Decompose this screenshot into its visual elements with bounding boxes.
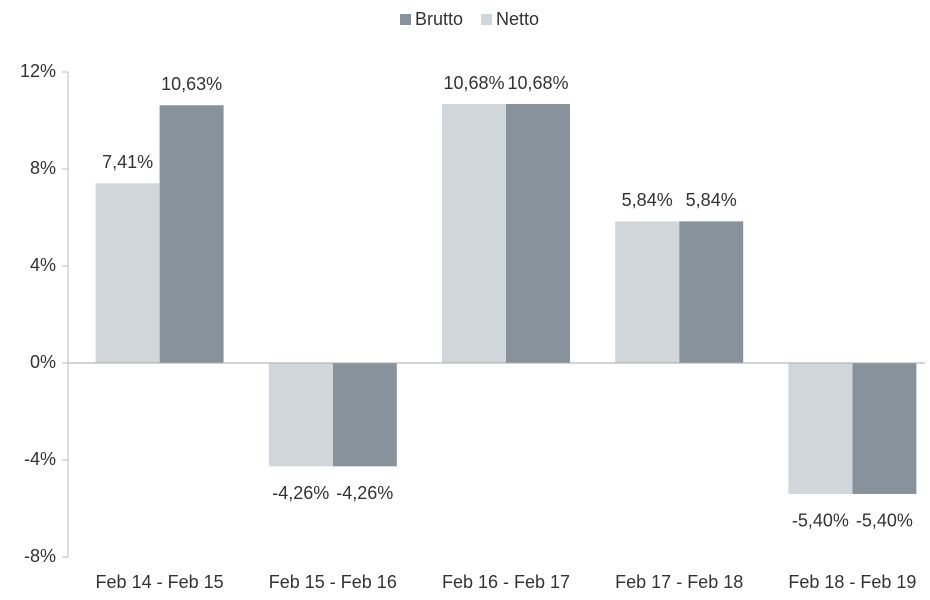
y-tick-label: 4% (30, 255, 56, 275)
value-label: 10,63% (161, 74, 222, 94)
bar (442, 104, 506, 363)
x-tick-label: Feb 16 - Feb 17 (442, 572, 570, 592)
bar (852, 363, 917, 494)
x-tick-label: Feb 14 - Feb 15 (96, 572, 224, 592)
legend-swatch (400, 14, 411, 25)
value-label: -5,40% (792, 511, 849, 531)
value-label: -4,26% (272, 483, 329, 503)
y-tick-label: 0% (30, 352, 56, 372)
legend-label: Netto (496, 9, 539, 29)
bar (159, 105, 224, 363)
bar (679, 221, 744, 363)
y-tick-label: -8% (24, 546, 56, 566)
legend-label: Brutto (415, 9, 463, 29)
value-label: 7,41% (102, 152, 153, 172)
x-tick-label: Feb 15 - Feb 16 (269, 572, 397, 592)
y-tick-label: 8% (30, 158, 56, 178)
bar (332, 363, 397, 467)
value-label: -4,26% (336, 483, 393, 503)
value-label: 10,68% (443, 73, 504, 93)
y-tick-label: -4% (24, 449, 56, 469)
bar (788, 363, 853, 494)
x-tick-label: Feb 18 - Feb 19 (788, 572, 916, 592)
bar (506, 104, 570, 363)
value-label: 5,84% (686, 190, 737, 210)
y-tick-label: 12% (20, 61, 56, 81)
bar (268, 363, 333, 467)
bar (615, 221, 680, 363)
legend-swatch (481, 14, 493, 25)
value-label: -5,40% (856, 511, 913, 531)
x-tick-label: Feb 17 - Feb 18 (615, 572, 743, 592)
value-label: 5,84% (622, 190, 673, 210)
bar (95, 183, 160, 363)
value-label: 10,68% (507, 73, 568, 93)
